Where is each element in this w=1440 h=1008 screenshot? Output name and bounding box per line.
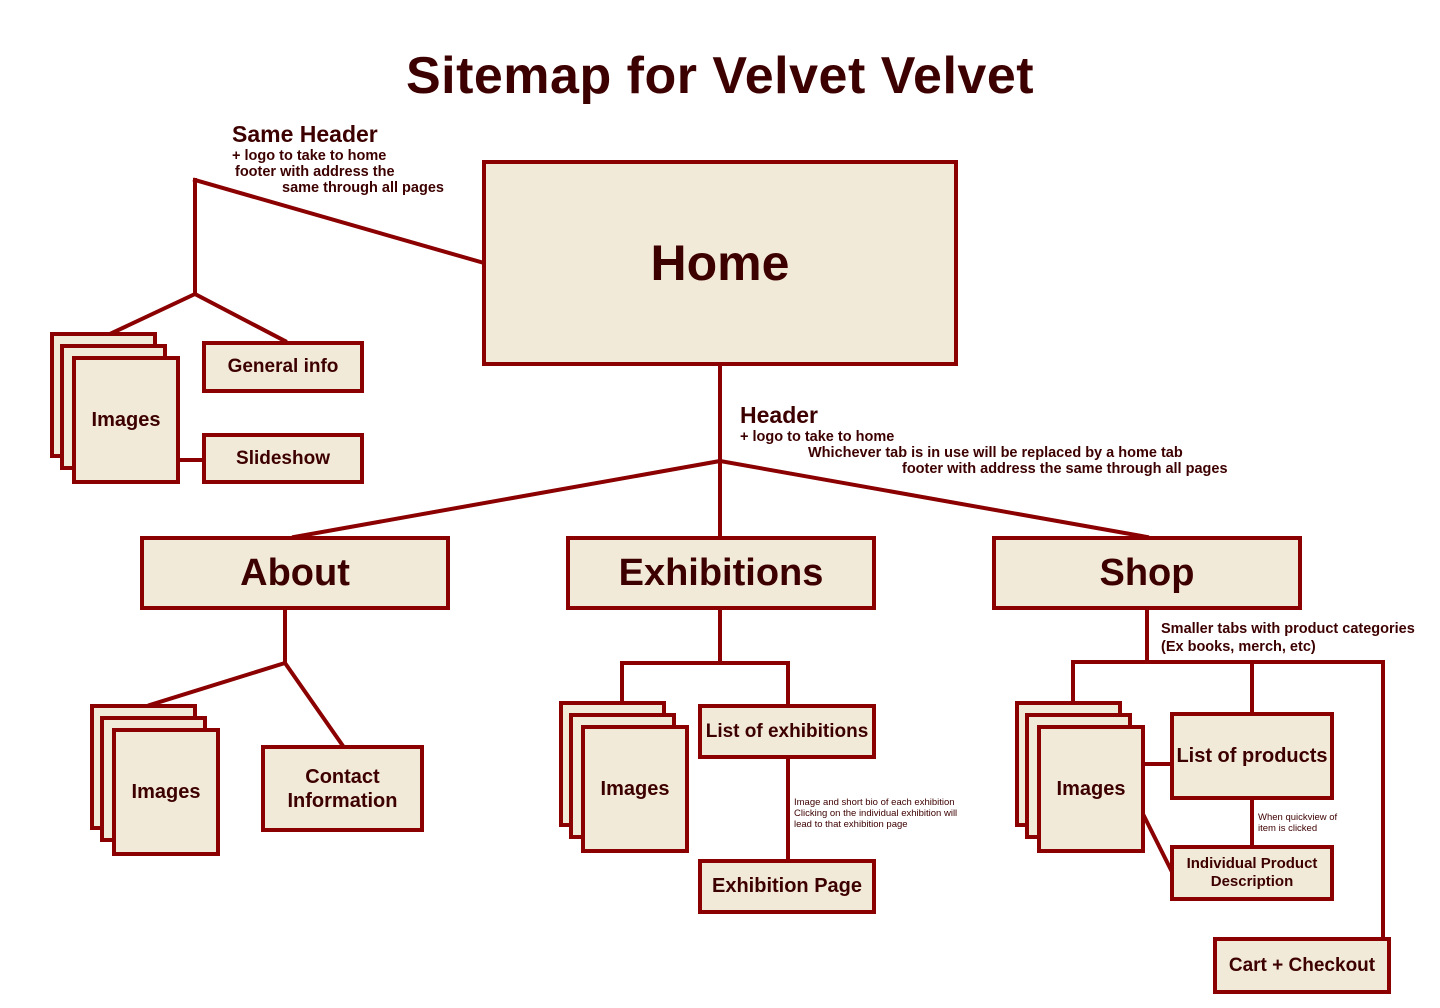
- slideshow-node: Slideshow: [202, 433, 364, 484]
- exhibition-page-node: Exhibition Page: [698, 859, 876, 914]
- exhibitions-images-node: Images: [581, 725, 689, 853]
- quickview-line: item is clicked: [1258, 823, 1318, 834]
- exhibition-link-note: Image and short bio of each exhibition C…: [794, 797, 957, 830]
- shop-tabs-note: Smaller tabs with product categories (Ex…: [1161, 620, 1415, 656]
- exhibitions-images-stack: Images: [559, 701, 689, 853]
- exhibition-link-line: Image and short bio of each exhibition: [794, 797, 955, 808]
- header-note: Header + logo to take to home Whichever …: [740, 402, 1228, 477]
- same-header-note: Same Header + logo to take to home foote…: [232, 121, 444, 196]
- shop-tabs-line: Smaller tabs with product categories: [1161, 621, 1415, 637]
- general-info-node: General info: [202, 341, 364, 393]
- shop-images-stack: Images: [1015, 701, 1145, 853]
- list-of-exhibitions-node: List of exhibitions: [698, 704, 876, 759]
- header-line: footer with address the same through all…: [902, 461, 1228, 477]
- list-of-products-node: List of products: [1170, 712, 1334, 800]
- same-header-heading: Same Header: [232, 121, 378, 147]
- exhibitions-node: Exhibitions: [566, 536, 876, 610]
- exhibition-link-line: lead to that exhibition page: [794, 819, 908, 830]
- individual-product-line-1: Individual Product: [1186, 855, 1318, 872]
- contact-information-node: Contact Information: [261, 745, 424, 832]
- shop-tabs-line: (Ex books, merch, etc): [1161, 639, 1316, 655]
- same-header-line: same through all pages: [282, 180, 444, 196]
- header-line: Whichever tab is in use will be replaced…: [808, 445, 1183, 461]
- header-line: + logo to take to home: [740, 429, 895, 445]
- quickview-line: When quickview of: [1258, 812, 1338, 823]
- quickview-note: When quickview of item is clicked: [1258, 812, 1337, 834]
- cart-checkout-node: Cart + Checkout: [1213, 937, 1391, 994]
- same-header-line: + logo to take to home: [232, 148, 387, 164]
- individual-product-line-2: Description: [1210, 873, 1294, 890]
- about-node: About: [140, 536, 450, 610]
- header-heading: Header: [740, 402, 818, 428]
- shop-images-node: Images: [1037, 725, 1145, 853]
- same-header-line: footer with address the: [235, 164, 395, 180]
- exhibition-link-line: Clicking on the individual exhibition wi…: [794, 808, 958, 819]
- about-images-node: Images: [112, 728, 220, 856]
- shop-node: Shop: [992, 536, 1302, 610]
- individual-product-node: Individual Product Description: [1170, 845, 1334, 901]
- home-node: Home: [482, 160, 958, 366]
- about-images-stack: Images: [90, 704, 220, 856]
- contact-line-1: Contact: [305, 765, 380, 788]
- contact-line-2: Information: [287, 789, 398, 812]
- home-images-node: Images: [72, 356, 180, 484]
- page-title: Sitemap for Velvet Velvet: [405, 47, 1035, 105]
- home-images-stack: Images: [50, 332, 180, 484]
